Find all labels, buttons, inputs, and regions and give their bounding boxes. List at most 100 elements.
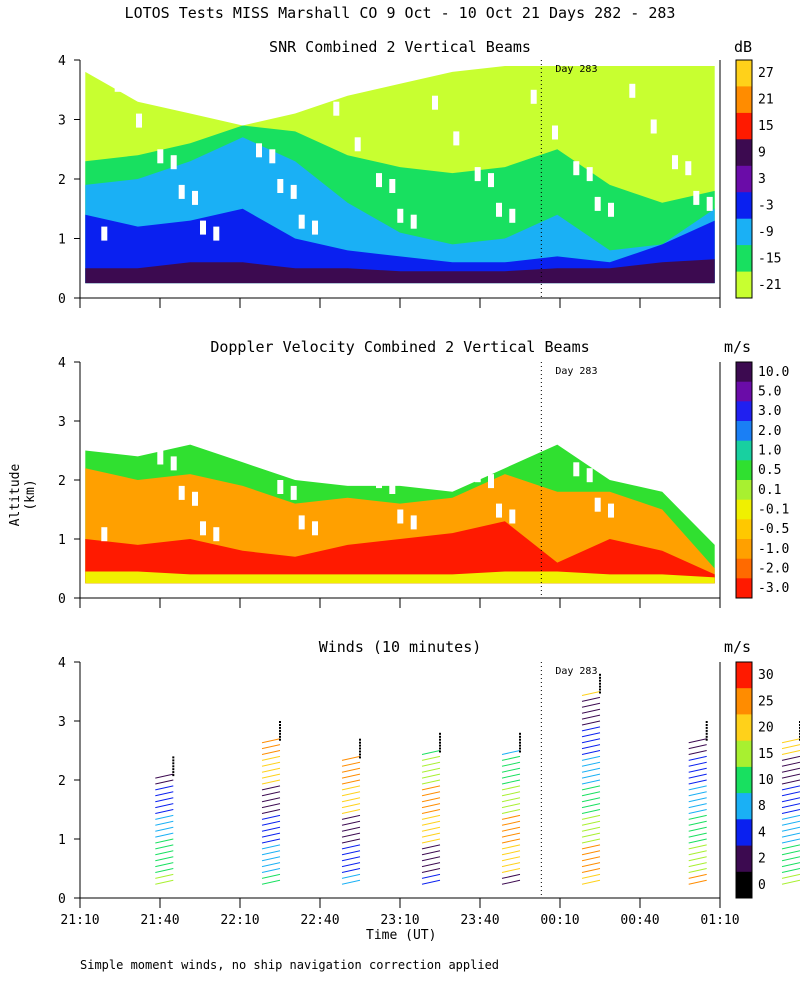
data-gap-0-27 [312, 220, 318, 235]
wind-barb [155, 826, 174, 832]
doppler-panel-title: Doppler Velocity Combined 2 Vertical Bea… [210, 338, 590, 356]
wind-barb [421, 803, 441, 809]
wind-gate [599, 679, 601, 682]
wind-barb [688, 755, 707, 761]
colorbar-swatch [736, 539, 752, 560]
data-gap-0-16 [453, 131, 460, 146]
wind-barb [581, 773, 601, 779]
data-gap-1-27 [312, 521, 318, 536]
wind-barb [581, 814, 601, 820]
wind-barb [581, 879, 601, 885]
wind-barb [341, 803, 361, 809]
wind-barb [501, 750, 521, 755]
wind-barb [581, 714, 601, 720]
wind-gate [705, 726, 708, 729]
data-gap-0-15 [354, 137, 361, 152]
wind-gate [359, 741, 361, 744]
wind-gate [172, 759, 175, 762]
data-gap-1-19 [136, 415, 142, 430]
wind-gate [439, 747, 441, 750]
colorbar-label: 0.5 [758, 463, 781, 478]
wind-barb [421, 809, 441, 814]
data-gap-0-37 [685, 161, 692, 176]
wind-barb [581, 838, 601, 844]
data-gap-0-10 [474, 167, 481, 182]
data-gap-0-14 [256, 143, 262, 158]
y-tick-label: 4 [58, 356, 66, 371]
x-tick-label: 21:40 [140, 913, 179, 928]
colorbar-label: 25 [758, 694, 774, 709]
wind-barb [421, 773, 441, 779]
y-tick-label: 2 [58, 774, 66, 789]
wind-barb [781, 750, 800, 755]
data-gap-0-31 [706, 196, 713, 211]
wind-gate [519, 732, 521, 735]
data-gap-0-33 [290, 184, 297, 199]
colorbar-frame-1 [735, 361, 753, 599]
wind-barb [261, 738, 281, 744]
wind-barb [261, 791, 281, 797]
wind-barb [781, 820, 800, 826]
wind-barb [421, 767, 441, 773]
wind-barb [155, 844, 174, 850]
wind-barb [261, 785, 281, 791]
data-gap-0-8 [277, 179, 284, 193]
wind-barb [781, 779, 800, 785]
colorbar-swatch [736, 578, 752, 599]
colorbar-label: -9 [758, 225, 774, 240]
wind-barb [688, 809, 707, 814]
data-gap-0-7 [178, 184, 185, 199]
wind-barb [781, 755, 800, 761]
y-tick-label: 2 [58, 173, 66, 188]
wind-barb [781, 879, 800, 885]
wind-barb [581, 696, 601, 702]
wind-barb [581, 750, 601, 755]
wind-barb [261, 779, 281, 785]
wind-barb [581, 868, 601, 873]
data-gap-0-29 [509, 208, 516, 223]
wind-barb [688, 868, 707, 873]
wind-barb [688, 738, 707, 744]
wind-gate [279, 735, 281, 738]
data-gap-0-1 [200, 220, 206, 235]
wind-barb [688, 832, 707, 838]
data-gap-1-30 [608, 503, 614, 518]
colorbar-label: -3 [758, 198, 774, 213]
colorbar-label: 3 [758, 172, 766, 187]
data-gap-0-32 [192, 190, 198, 205]
wind-barb [781, 797, 800, 803]
footer-note: Simple moment winds, no ship navigation … [80, 958, 500, 972]
wind-gate [279, 732, 281, 735]
wind-gate [172, 774, 175, 777]
wind-barb [581, 785, 601, 791]
wind-barb [688, 844, 707, 850]
colorbar-swatch [736, 819, 752, 846]
data-gap-1-21 [333, 403, 340, 418]
data-gap-1-20 [234, 409, 241, 424]
wind-barb [781, 744, 800, 750]
colorbar-label: 1.0 [758, 444, 781, 459]
colorbar-label: 2.0 [758, 424, 781, 439]
colorbar-frame-2 [735, 661, 753, 899]
wind-barb [688, 879, 707, 885]
wind-barb [261, 797, 281, 803]
colorbar-swatch [736, 139, 752, 167]
wind-gate [705, 721, 708, 723]
wind-gate [439, 738, 441, 741]
colorbar-swatch [736, 421, 752, 442]
x-tick-label: 23:10 [380, 913, 419, 928]
wind-gate [519, 744, 521, 747]
colorbar-label: -21 [758, 278, 781, 293]
wind-barb [421, 814, 441, 820]
wind-barb [421, 797, 441, 803]
wind-barb [501, 850, 521, 856]
data-gap-1-35 [488, 474, 494, 489]
wind-barb [781, 850, 800, 856]
wind-barb [581, 755, 601, 761]
wind-barb [581, 761, 601, 767]
wind-barb [581, 797, 601, 803]
data-gap-1-16 [453, 432, 460, 447]
data-gap-1-15 [354, 438, 361, 453]
wind-gate [705, 735, 708, 738]
